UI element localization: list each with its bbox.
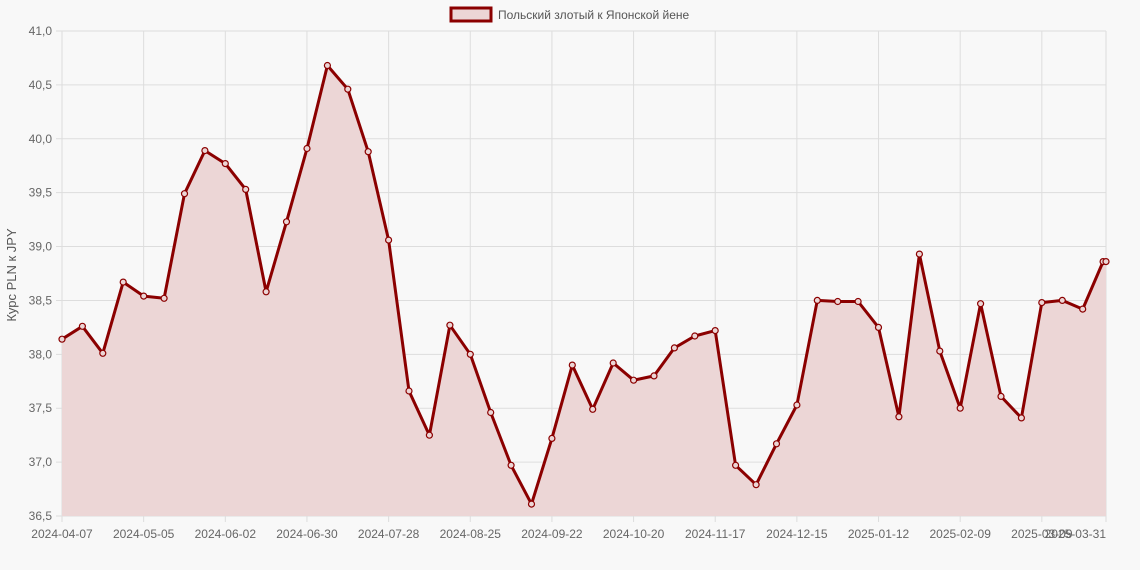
data-point[interactable] [119, 278, 127, 286]
data-point[interactable] [997, 392, 1005, 400]
data-point[interactable] [78, 322, 87, 330]
legend-label: Польский злотый к Японской йене [498, 8, 690, 22]
y-tick-label: 36,5 [29, 509, 53, 523]
x-tick-label: 2024-06-30 [276, 527, 338, 541]
data-point[interactable] [242, 185, 250, 193]
data-point[interactable] [303, 144, 311, 153]
data-point[interactable] [262, 288, 270, 296]
data-point[interactable] [364, 148, 372, 156]
data-point[interactable] [180, 190, 189, 198]
data-point[interactable] [568, 361, 576, 369]
x-tick-label: 2024-08-25 [440, 527, 502, 541]
x-tick-label: 2025-03-31 [1045, 527, 1107, 541]
data-point[interactable] [160, 294, 168, 302]
data-point[interactable] [201, 147, 209, 155]
x-axis-ticks: 2024-04-07 2024-05-05 2024-06-02 2024-06-30… [31, 527, 1106, 541]
data-point[interactable] [895, 413, 903, 421]
data-point[interactable] [752, 481, 760, 489]
y-tick-label: 41,0 [29, 24, 53, 38]
data-point[interactable] [936, 347, 944, 355]
data-point[interactable] [834, 297, 842, 306]
x-tick-label: 2024-04-07 [31, 527, 93, 541]
x-tick-label: 2024-06-02 [195, 527, 257, 541]
x-tick-label: 2025-02-09 [929, 527, 991, 541]
y-tick-label: 40,5 [29, 78, 53, 92]
data-point[interactable] [1017, 414, 1026, 422]
y-axis-ticks: 36,5 37,0 37,5 38,0 38,5 39,0 39,5 40,0 40,5 41,0 [29, 24, 53, 523]
x-tick-label: 2024-05-05 [113, 527, 175, 541]
data-point[interactable] [874, 323, 883, 331]
data-point[interactable] [711, 327, 719, 335]
data-point[interactable] [691, 332, 699, 340]
y-tick-label: 38,5 [29, 293, 53, 307]
y-axis-title: Курс PLN к JPY [4, 228, 19, 322]
data-point[interactable] [221, 160, 229, 168]
data-point[interactable] [446, 321, 454, 329]
data-point[interactable] [487, 408, 495, 417]
data-point[interactable] [58, 335, 66, 343]
data-point[interactable] [99, 349, 107, 357]
data-point[interactable] [425, 431, 433, 439]
data-point[interactable] [629, 376, 638, 384]
data-point[interactable] [1038, 299, 1046, 307]
data-point[interactable] [323, 61, 331, 70]
data-points [58, 61, 1110, 508]
x-tick-label: 2025-01-12 [848, 527, 910, 541]
data-point[interactable] [976, 300, 985, 308]
y-tick-label: 39,0 [29, 240, 53, 254]
data-point[interactable] [650, 372, 658, 380]
data-point[interactable] [1079, 305, 1087, 313]
y-tick-label: 37,0 [29, 455, 53, 469]
data-point[interactable] [507, 461, 515, 469]
data-point[interactable] [609, 359, 617, 367]
data-point[interactable] [772, 440, 781, 448]
series-area [62, 65, 1106, 516]
y-tick-label: 40,0 [29, 132, 53, 146]
x-tick-label: 2024-07-28 [358, 527, 420, 541]
data-point[interactable] [405, 387, 413, 395]
legend-swatch [449, 6, 493, 23]
data-point[interactable] [1102, 258, 1110, 266]
data-point[interactable] [344, 85, 352, 93]
series-area-group [62, 65, 1106, 516]
data-point[interactable] [854, 297, 862, 306]
y-tick-label: 38,0 [29, 347, 53, 361]
x-tick-label: 2024-09-22 [521, 527, 583, 541]
data-point[interactable] [1058, 296, 1066, 304]
data-point[interactable] [527, 500, 536, 508]
data-point[interactable] [915, 250, 924, 258]
x-tick-label: 2024-12-15 [766, 527, 828, 541]
x-tick-label: 2024-11-17 [685, 527, 746, 541]
y-tick-label: 39,5 [29, 186, 53, 200]
y-tick-label: 37,5 [29, 401, 53, 415]
data-point[interactable] [385, 236, 393, 244]
data-point[interactable] [793, 401, 801, 409]
data-point[interactable] [813, 296, 821, 304]
data-point[interactable] [589, 405, 597, 413]
data-point[interactable] [670, 344, 679, 352]
x-tick-label: 2025-03-09 [1011, 527, 1073, 541]
data-point[interactable] [731, 461, 740, 469]
x-tick-label: 2024-10-20 [603, 527, 665, 541]
data-point[interactable] [548, 434, 556, 442]
legend[interactable]: Польский злотый к Японской йене [449, 6, 690, 23]
data-point[interactable] [282, 218, 291, 226]
data-point[interactable] [956, 404, 964, 412]
data-point[interactable] [140, 292, 148, 300]
data-point[interactable] [466, 350, 474, 358]
